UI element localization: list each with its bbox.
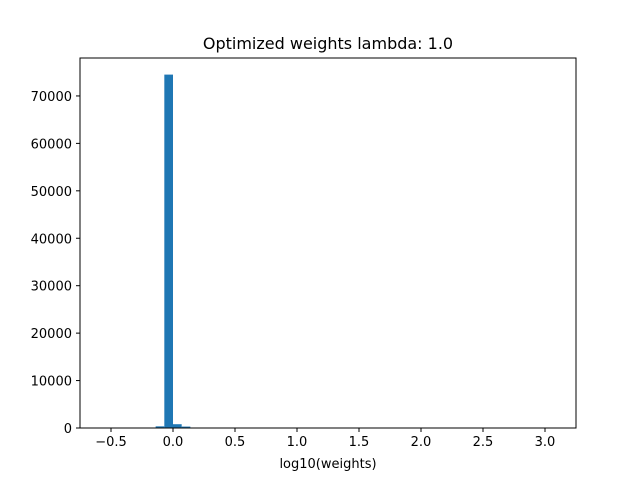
y-tick-label-6: 60000 — [31, 137, 72, 152]
histogram-bar-0 — [155, 426, 165, 428]
plot-frame — [79, 57, 577, 429]
y-tick-label-2: 20000 — [31, 327, 72, 342]
x-tick-label-7: 3.0 — [535, 435, 556, 450]
x-tick-label-0: −0.5 — [95, 435, 127, 450]
chart-title: Optimized weights lambda: 1.0 — [203, 34, 453, 53]
y-tick-label-4: 40000 — [31, 232, 72, 247]
histogram-bar-3 — [181, 426, 191, 428]
histogram-bar-1 — [164, 74, 173, 428]
y-tick-label-3: 30000 — [31, 280, 72, 295]
y-tick-label-0: 0 — [64, 422, 72, 437]
y-tick-label-1: 10000 — [31, 375, 72, 390]
y-axis-ticks: 0 10000 20000 30000 40000 50000 60000 70000 — [31, 90, 80, 437]
x-axis-ticks: −0.5 0.0 0.5 1.0 1.5 2.0 2.5 3.0 — [95, 428, 555, 450]
x-axis-label: log10(weights) — [279, 457, 376, 472]
x-tick-label-3: 1.0 — [287, 435, 308, 450]
x-tick-label-6: 2.5 — [473, 435, 494, 450]
histogram-bar-2 — [173, 424, 182, 428]
x-tick-label-4: 1.5 — [349, 435, 370, 450]
y-tick-label-7: 70000 — [31, 90, 72, 105]
y-tick-label-5: 50000 — [31, 185, 72, 200]
x-tick-label-1: 0.0 — [163, 435, 184, 450]
x-tick-label-5: 2.0 — [411, 435, 432, 450]
x-tick-label-2: 0.5 — [225, 435, 246, 450]
